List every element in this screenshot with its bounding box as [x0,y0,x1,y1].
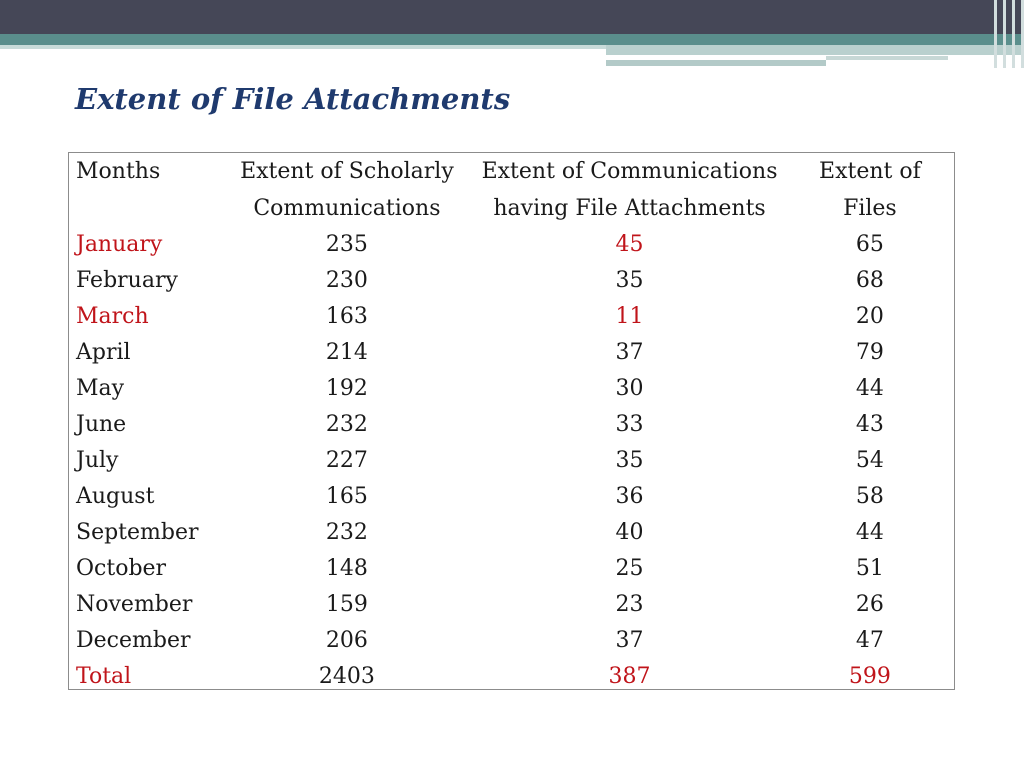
month-cell: May [76,376,125,401]
header-vline [994,0,997,68]
month-cell: October [76,556,167,581]
attachments-cell: 23 [615,592,644,617]
header-vertical-lines [994,0,1024,68]
month-cell: December [76,628,191,653]
header-scholarly-line2: Communications [253,196,441,221]
header-strip [826,56,948,60]
attachments-cell: 37 [615,340,644,365]
header-attachments-line2: having File Attachments [493,196,766,221]
header-months: Months [76,159,161,184]
table-row: October 148 25 51 [69,551,954,587]
header-vline [1012,0,1015,68]
header-band-dark [0,0,1024,34]
scholarly-cell: 163 [325,304,368,329]
scholarly-cell: 227 [325,448,368,473]
attachments-cell: 33 [615,412,644,437]
table-row: July 227 35 54 [69,443,954,479]
table-row: November 159 23 26 [69,587,954,623]
files-cell: 68 [855,268,884,293]
attachments-cell: 25 [615,556,644,581]
total-label: Total [76,664,132,689]
table-row: April 214 37 79 [69,335,954,371]
files-cell: 79 [855,340,884,365]
scholarly-cell: 165 [325,484,368,509]
scholarly-cell: 235 [325,232,368,257]
month-cell: March [76,304,149,329]
header-strip [606,60,826,66]
data-table-frame: Months Extent of Scholarly Extent of Com… [68,152,955,690]
files-cell: 54 [855,448,884,473]
month-cell: November [76,592,193,617]
attachments-cell: 37 [615,628,644,653]
total-attachments: 387 [608,664,651,689]
table-header-row: Months Extent of Scholarly Extent of Com… [69,153,954,190]
files-cell: 20 [855,304,884,329]
files-cell: 26 [855,592,884,617]
header-files-line1: Extent of [819,159,921,184]
month-cell: February [76,268,178,293]
month-cell: January [76,232,163,257]
scholarly-cell: 230 [325,268,368,293]
attachments-cell: 36 [615,484,644,509]
month-cell: April [76,340,131,365]
header-months-spacer [69,190,221,227]
files-cell: 44 [855,376,884,401]
slide-title: Extent of File Attachments [75,82,511,116]
attachments-cell: 45 [615,232,644,257]
scholarly-cell: 232 [325,412,368,437]
total-scholarly: 2403 [318,664,375,689]
files-cell: 51 [855,556,884,581]
scholarly-cell: 159 [325,592,368,617]
table-row: March 163 11 20 [69,299,954,335]
header-files-line2: Files [843,196,897,221]
files-cell: 65 [855,232,884,257]
month-cell: September [76,520,199,545]
scholarly-cell: 232 [325,520,368,545]
total-files: 599 [848,664,891,689]
table-row: January 235 45 65 [69,227,954,263]
month-cell: June [76,412,127,437]
attachments-cell: 35 [615,448,644,473]
table-row: December 206 37 47 [69,623,954,659]
header-band-light [0,45,606,49]
month-cell: August [76,484,155,509]
files-cell: 47 [855,628,884,653]
attachments-cell: 11 [615,304,644,329]
header-scholarly-line1: Extent of Scholarly [240,159,454,184]
header-strip [606,45,1024,55]
attachments-cell: 40 [615,520,644,545]
header-vline [1003,0,1006,68]
table-row: June 232 33 43 [69,407,954,443]
table-row: September 232 40 44 [69,515,954,551]
scholarly-cell: 148 [325,556,368,581]
files-cell: 58 [855,484,884,509]
attachments-cell: 35 [615,268,644,293]
table-row: February 230 35 68 [69,263,954,299]
scholarly-cell: 214 [325,340,368,365]
table-header-row: Communications having File Attachments F… [69,190,954,227]
header-vline [1021,0,1024,68]
scholarly-cell: 206 [325,628,368,653]
month-cell: July [76,448,119,473]
header-attachments-line1: Extent of Communications [481,159,778,184]
table-row: May 192 30 44 [69,371,954,407]
data-table: Months Extent of Scholarly Extent of Com… [69,153,954,695]
scholarly-cell: 192 [325,376,368,401]
table-row: August 165 36 58 [69,479,954,515]
files-cell: 44 [855,520,884,545]
attachments-cell: 30 [615,376,644,401]
header-band-teal [0,34,1024,45]
table-total-row: Total 2403 387 599 [69,659,954,695]
files-cell: 43 [855,412,884,437]
